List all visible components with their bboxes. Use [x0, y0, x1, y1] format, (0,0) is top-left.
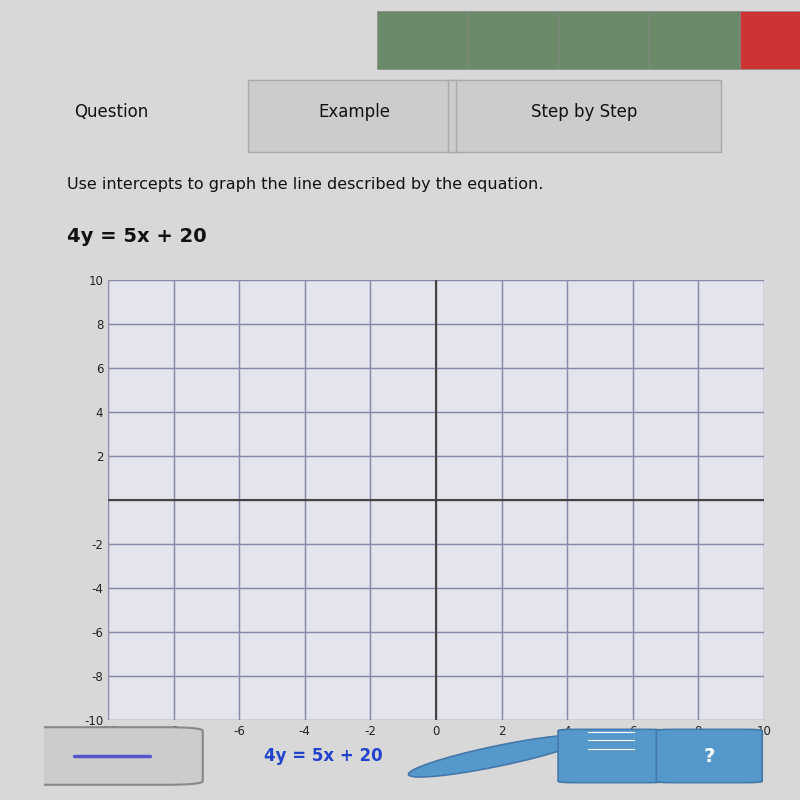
FancyBboxPatch shape [14, 727, 202, 785]
FancyBboxPatch shape [558, 11, 649, 69]
Bar [108, 280, 764, 324]
FancyBboxPatch shape [248, 80, 460, 152]
Bar [108, 676, 764, 720]
Bar [108, 588, 764, 632]
Text: Use intercepts to graph the line described by the equation.: Use intercepts to graph the line describ… [66, 177, 543, 191]
Bar [108, 456, 764, 500]
Text: Question: Question [74, 102, 149, 121]
FancyBboxPatch shape [467, 11, 558, 69]
Text: ?: ? [703, 746, 715, 766]
Text: 4y = 5x + 20: 4y = 5x + 20 [265, 747, 383, 765]
FancyBboxPatch shape [739, 11, 800, 69]
Bar [108, 324, 764, 368]
FancyBboxPatch shape [449, 80, 721, 152]
Bar [108, 500, 764, 544]
FancyBboxPatch shape [377, 11, 467, 69]
FancyBboxPatch shape [656, 730, 762, 782]
FancyBboxPatch shape [558, 730, 664, 782]
Text: Step by Step: Step by Step [531, 102, 638, 121]
Bar [108, 368, 764, 412]
Ellipse shape [409, 735, 586, 777]
Bar [108, 544, 764, 588]
Text: Example: Example [318, 102, 390, 121]
FancyBboxPatch shape [649, 11, 739, 69]
Bar [108, 632, 764, 676]
Bar [108, 412, 764, 456]
Text: 4y = 5x + 20: 4y = 5x + 20 [66, 226, 206, 246]
